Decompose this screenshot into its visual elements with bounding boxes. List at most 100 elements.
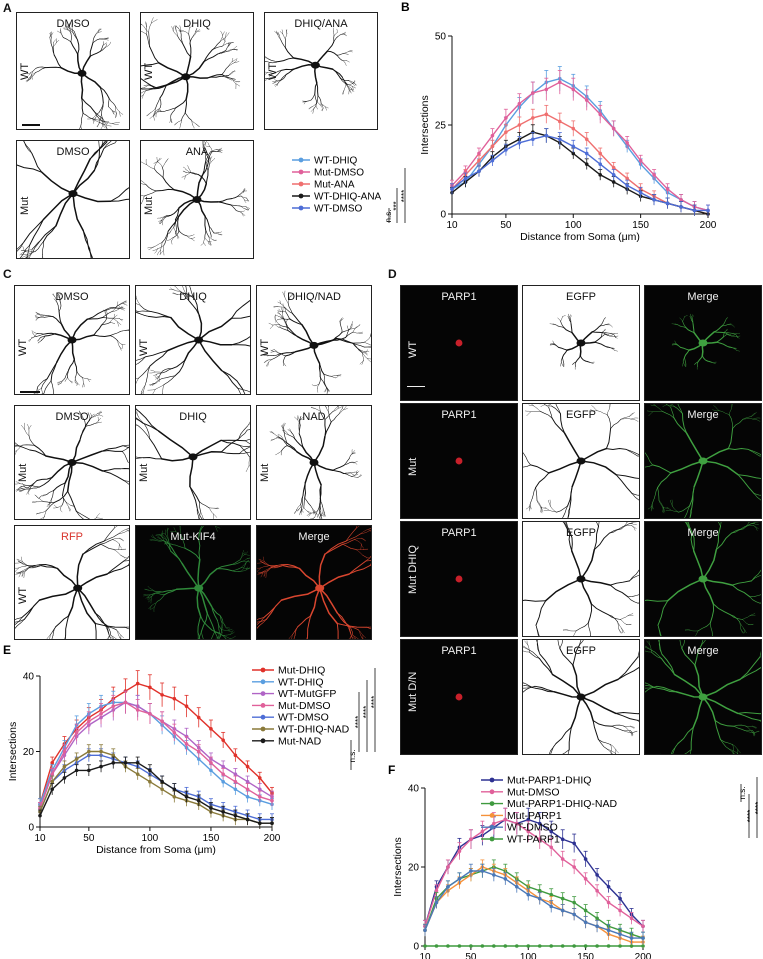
stat-label: **** xyxy=(362,706,371,718)
row-label: WT xyxy=(407,340,419,358)
data-point xyxy=(469,837,473,842)
series-wt-mutgfp xyxy=(38,690,274,814)
legend-label: Mut-DMSO xyxy=(314,168,364,179)
panel-letter-d: D xyxy=(388,267,397,281)
data-point xyxy=(706,208,710,213)
stat-label: *** xyxy=(392,201,401,210)
y-tick-label: 50 xyxy=(435,32,447,43)
panel-c-image-merge: Merge xyxy=(256,525,372,640)
data-point xyxy=(184,795,189,799)
data-point xyxy=(209,768,213,773)
image-title: EGFP xyxy=(566,291,596,303)
data-point xyxy=(257,821,262,826)
legend-marker xyxy=(489,813,495,818)
x-axis-label: Distance from Soma (μm) xyxy=(96,844,216,856)
data-point xyxy=(638,190,643,195)
image-title: DMSO xyxy=(56,146,90,158)
y-tick-label: 20 xyxy=(408,863,420,874)
data-point xyxy=(560,837,565,842)
data-point xyxy=(463,176,468,181)
data-point xyxy=(221,772,225,776)
legend-label: WT-DMSO xyxy=(278,712,329,724)
data-point xyxy=(557,80,562,85)
legend-marker xyxy=(298,181,304,187)
data-point xyxy=(434,944,439,948)
row-label-wt: WT xyxy=(17,586,29,604)
stat-label: **** xyxy=(746,810,755,822)
image-title: PARP1 xyxy=(441,291,477,303)
series-wt-parp1 xyxy=(423,944,645,948)
panel-d-image-r3-egfp: EGFP xyxy=(522,521,640,637)
panel-a-image-mut-dmso: DMSO xyxy=(16,140,130,259)
data-point xyxy=(571,87,576,92)
panel-d-grid: PARP1 WT EGFP Merge PARP1 Mut EGFP Merge PARP1 Mu… xyxy=(400,285,762,761)
legend-marker xyxy=(260,738,266,744)
data-point xyxy=(503,877,508,881)
stat-label: n.s. xyxy=(384,210,393,223)
data-point xyxy=(74,768,79,773)
data-point xyxy=(221,738,225,742)
data-point xyxy=(583,857,588,861)
neuron-illustration xyxy=(265,27,357,114)
image-title: EGFP xyxy=(566,409,596,421)
data-point xyxy=(434,900,439,905)
data-point xyxy=(74,757,79,761)
data-point xyxy=(692,208,697,213)
neuron-illustration xyxy=(455,693,463,701)
data-point xyxy=(598,151,603,156)
data-point xyxy=(531,137,535,142)
image-title: PARP1 xyxy=(441,645,477,657)
series-line xyxy=(451,113,709,215)
legend-entry: WT-DHIQ-ANA xyxy=(292,192,382,203)
legend-label: Mut-DHIQ xyxy=(278,665,325,677)
legend-label: Mut-PARP1-DHIQ-NAD xyxy=(507,798,617,810)
legend-entry: Mut-DHIQ xyxy=(252,665,325,677)
x-tick-label: 50 xyxy=(500,220,512,231)
data-point xyxy=(148,685,152,690)
legend-marker xyxy=(489,801,495,806)
stat-label: n.s. xyxy=(738,787,747,800)
image-title: Mut-KIF4 xyxy=(170,531,216,543)
data-point xyxy=(446,884,450,889)
data-point xyxy=(584,162,589,166)
legend-marker xyxy=(260,667,266,673)
legend-label: Mut-PARP1 xyxy=(507,810,562,822)
panel-e-chart: E 10 50 100 150 200 0 20 40 Distance from Soma (… xyxy=(3,643,379,856)
y-axis-label: Intersections xyxy=(419,95,431,155)
legend-label: WT-DHIQ xyxy=(278,676,324,688)
neuron-illustration xyxy=(523,640,639,754)
panel-d-image-r2-merge: Merge xyxy=(644,403,762,519)
image-title: Merge xyxy=(298,531,330,543)
panel-c-image-mut-kif4: Mut-KIF4 xyxy=(135,525,251,640)
data-point xyxy=(245,779,250,784)
panel-letter-f: F xyxy=(388,763,395,777)
legend-label: Mut-PARP1-DHIQ xyxy=(507,775,591,787)
series-line xyxy=(39,701,273,805)
y-axis-label: Intersections xyxy=(7,722,19,782)
data-point xyxy=(514,821,519,826)
legend-entry: WT-DHIQ-NAD xyxy=(252,724,350,736)
data-point xyxy=(618,944,622,948)
data-point xyxy=(172,730,177,735)
panel-c-image-mut-dmso: DMSO xyxy=(14,405,130,520)
data-point xyxy=(560,896,565,901)
data-point xyxy=(233,779,238,784)
data-point xyxy=(652,197,656,202)
data-point xyxy=(571,144,576,149)
legend-label: Mut-DMSO xyxy=(507,786,560,798)
x-tick-label: 50 xyxy=(83,833,95,844)
data-point xyxy=(606,944,611,948)
panel-c-image-mut-dhiq: DHIQ xyxy=(135,405,251,520)
data-point xyxy=(99,711,103,716)
data-point xyxy=(135,761,140,765)
neuron-illustration xyxy=(15,410,129,519)
data-point xyxy=(584,151,589,156)
neuron-illustration xyxy=(262,290,371,394)
data-point xyxy=(50,772,55,776)
legend-entry: Mut-DMSO xyxy=(252,700,331,712)
data-point xyxy=(111,761,116,765)
significance-brackets: n.s. *** **** xyxy=(384,168,409,223)
legend-marker xyxy=(260,679,266,685)
data-point xyxy=(560,944,565,948)
panel-d-image-r1-merge: Merge xyxy=(644,285,762,401)
